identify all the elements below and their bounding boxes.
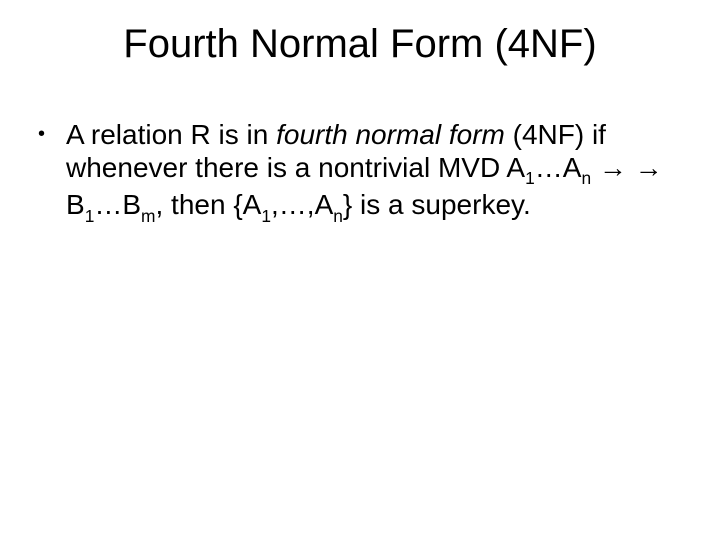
text-italic: fourth normal form [276, 119, 505, 150]
slide-body: • A relation R is in fourth normal form … [36, 118, 684, 225]
sub-1: 1 [525, 168, 535, 188]
text-pre: A relation R is in [66, 119, 276, 150]
text-post2: …A [535, 152, 582, 183]
sub-b1: 1 [85, 206, 95, 226]
sub-anb: n [333, 206, 343, 226]
text-post6: } is a superkey. [343, 189, 531, 220]
sub-a1b: 1 [261, 206, 271, 226]
bullet-item: • A relation R is in fourth normal form … [36, 118, 684, 225]
text-post3: …B [94, 189, 141, 220]
slide-title: Fourth Normal Form (4NF) [0, 22, 720, 67]
sub-m: m [141, 206, 155, 226]
slide: Fourth Normal Form (4NF) • A relation R … [0, 0, 720, 540]
text-post4: , then {A [156, 189, 262, 220]
bullet-text: A relation R is in fourth normal form (4… [66, 118, 684, 225]
sub-n: n [581, 168, 591, 188]
bullet-marker: • [36, 118, 66, 151]
text-post5: ,…,A [271, 189, 333, 220]
